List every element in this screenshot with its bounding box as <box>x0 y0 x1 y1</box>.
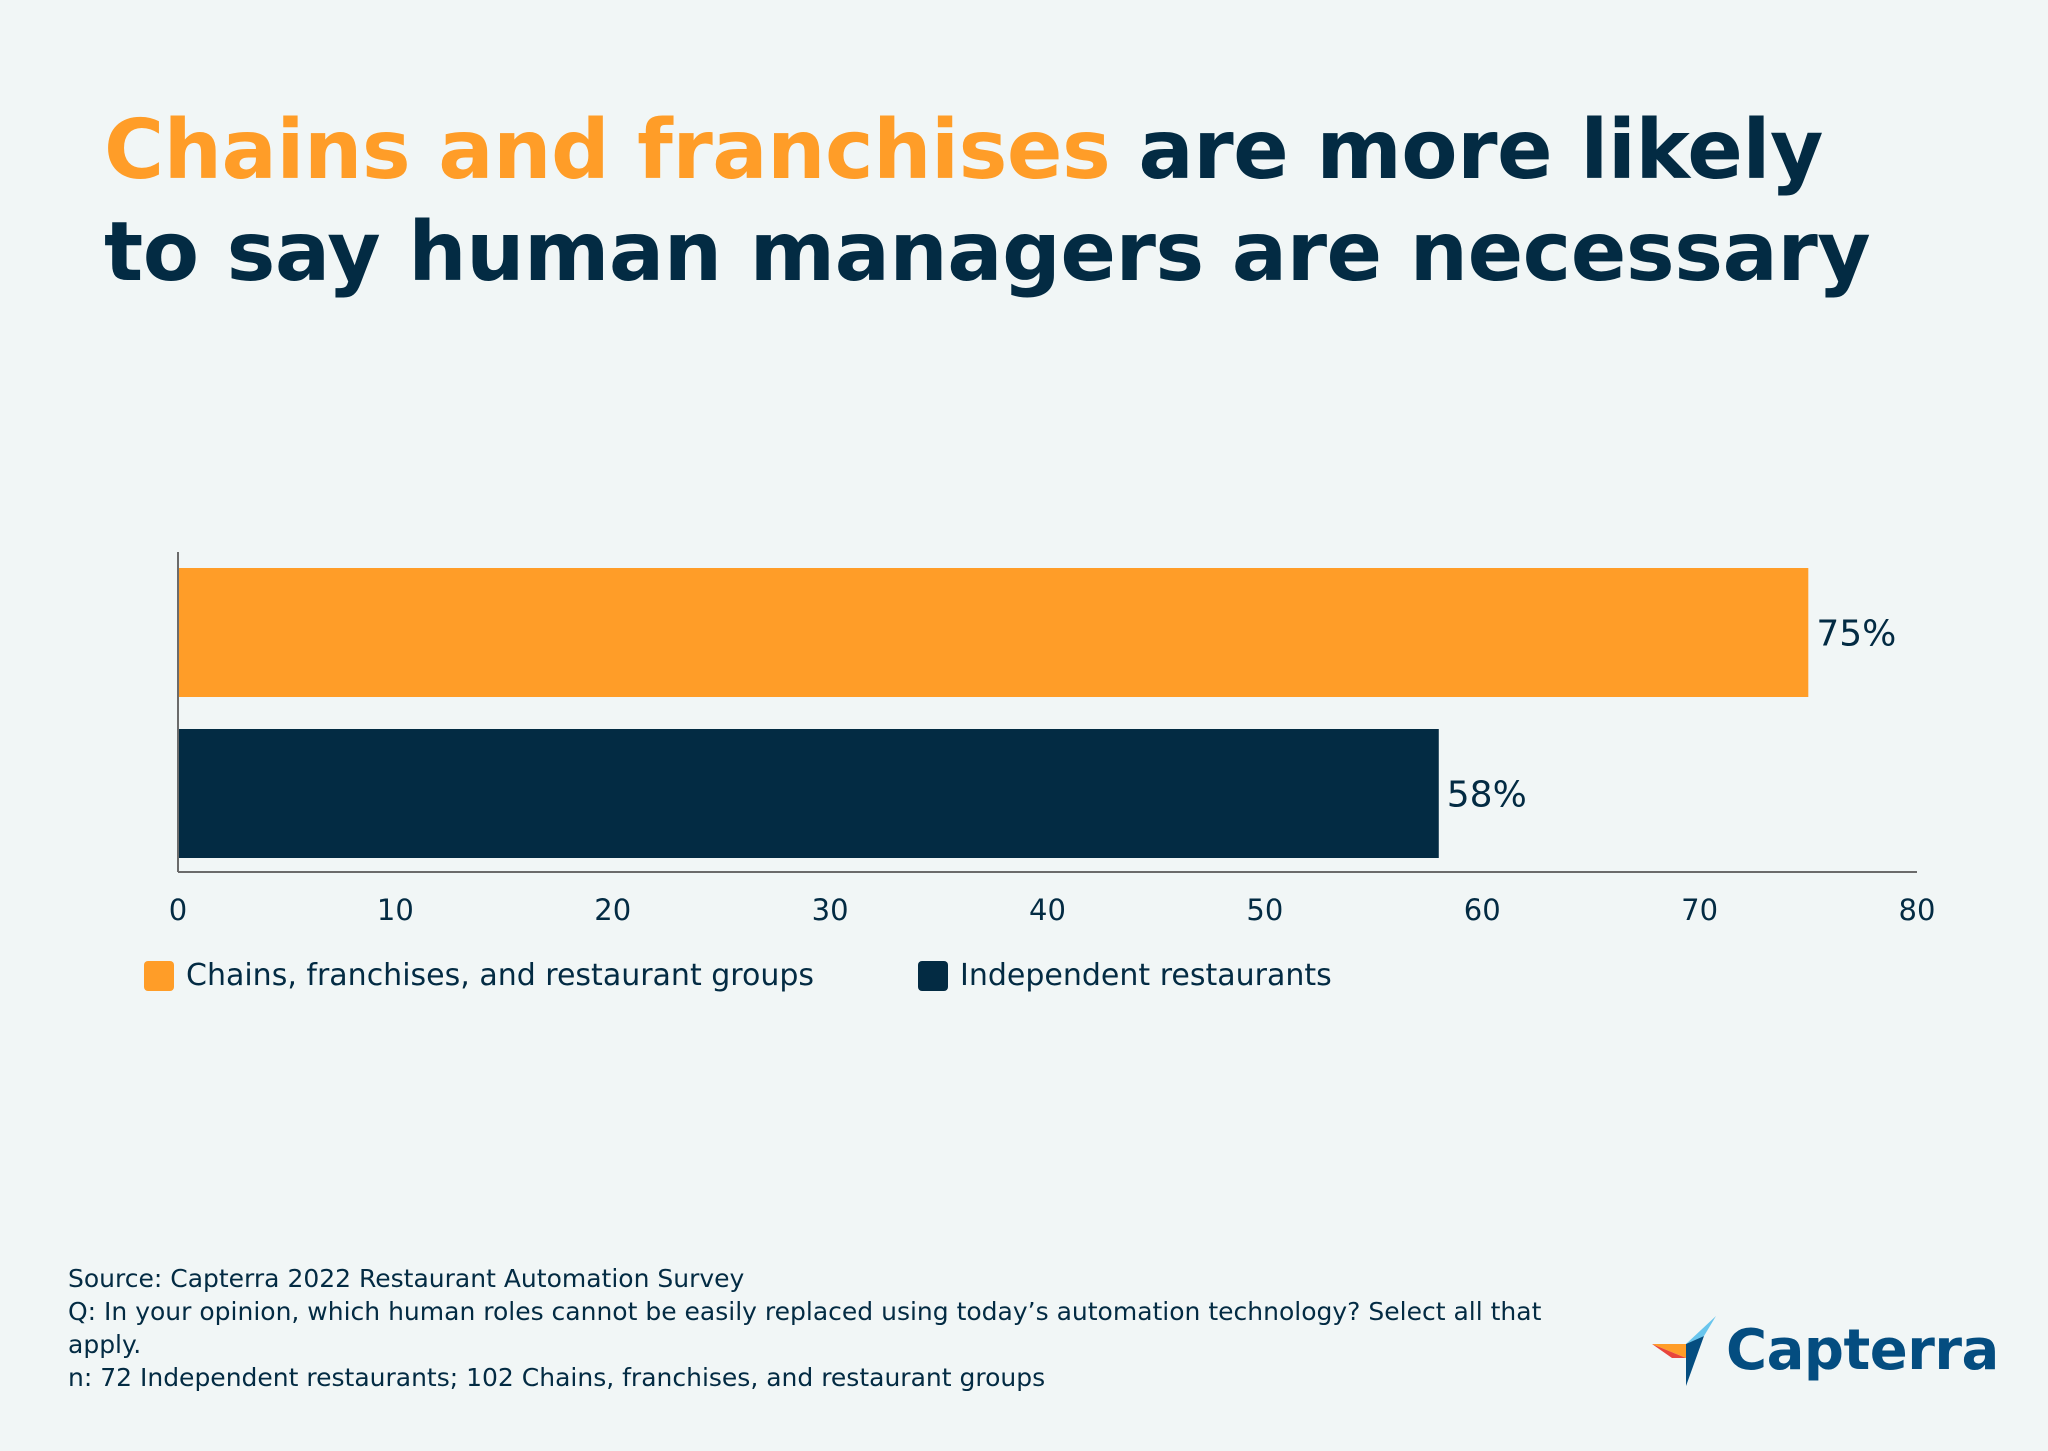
x-tick-label-60: 60 <box>1464 893 1501 927</box>
value-label-independent-restaurants: 58% <box>1447 775 1527 816</box>
axes-group <box>177 552 1917 873</box>
legend-item-independent: Independent restaurants <box>918 958 1332 993</box>
chart-title: Chains and franchises are more likely to… <box>104 100 1924 304</box>
legend-item-chains: Chains, franchises, and restaurant group… <box>144 958 814 993</box>
chart-legend: Chains, franchises, and restaurant group… <box>144 958 1332 993</box>
value-label-chains-franchises-and-restaurant-groups: 75% <box>1816 614 1896 655</box>
footnote-sample: n: 72 Independent restaurants; 102 Chain… <box>68 1363 1046 1392</box>
x-tick-label-20: 20 <box>594 893 631 927</box>
x-tick-label-10: 10 <box>377 893 414 927</box>
x-tick-label-30: 30 <box>812 893 849 927</box>
brand-name: Capterra <box>1726 1317 1999 1383</box>
x-tick-label-50: 50 <box>1246 893 1283 927</box>
x-tick-label-40: 40 <box>1029 893 1066 927</box>
x-tick-label-80: 80 <box>1899 893 1936 927</box>
footnote-source: Source: Capterra 2022 Restaurant Automat… <box>68 1264 745 1293</box>
title-rest: are more likely to say human managers ar… <box>104 103 1871 300</box>
title-highlight: Chains and franchises <box>104 103 1111 198</box>
footnote: Source: Capterra 2022 Restaurant Automat… <box>68 1262 1598 1394</box>
footnote-question: Q: In your opinion, which human roles ca… <box>68 1297 1542 1359</box>
bar-group <box>178 568 1809 858</box>
x-tick-label-0: 0 <box>169 893 187 927</box>
x-tick-label-group: 0 10 20 30 40 50 60 70 80 <box>169 893 1936 927</box>
bar-independent-restaurants <box>178 729 1439 858</box>
legend-swatch-chains <box>144 960 174 991</box>
bar-chains-franchises-and-restaurant-groups <box>178 568 1809 697</box>
value-label-group: 75% 58% <box>1447 614 1897 816</box>
x-tick-label-70: 70 <box>1681 893 1718 927</box>
capterra-logo: Capterra <box>1648 1314 1999 1386</box>
legend-label-independent: Independent restaurants <box>960 958 1332 993</box>
capterra-logo-icon <box>1652 1316 1716 1386</box>
legend-label-chains: Chains, franchises, and restaurant group… <box>186 958 815 993</box>
legend-swatch-independent <box>918 960 949 991</box>
